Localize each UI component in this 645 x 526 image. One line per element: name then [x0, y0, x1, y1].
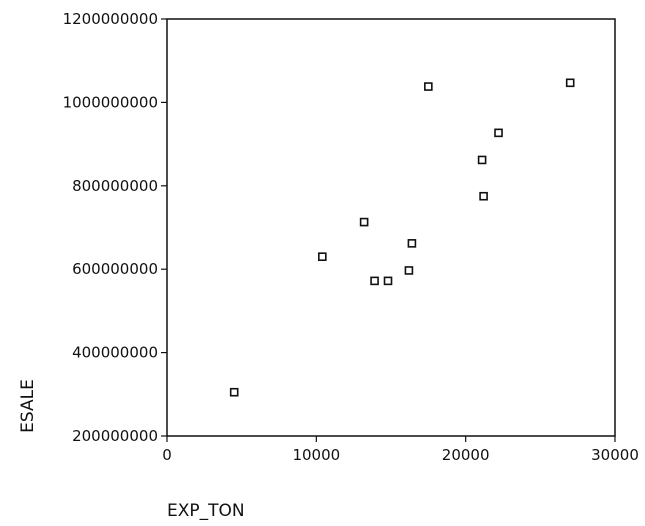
data-point	[407, 239, 417, 248]
y-tick-label: 1000000000	[63, 93, 158, 111]
data-point	[370, 276, 379, 286]
x-tick-label: 0	[162, 446, 172, 464]
data-point	[479, 191, 488, 201]
data-point	[477, 155, 487, 165]
y-tick-label: 600000000	[72, 260, 158, 278]
y-axis-title: ESALE	[18, 379, 38, 433]
x-axis: 0 10000 20000 30000	[162, 436, 639, 464]
x-axis-title: EXP_TON	[167, 501, 245, 521]
x-tick-label: 30000	[591, 446, 639, 464]
data-point	[424, 82, 433, 91]
data-point	[404, 266, 414, 275]
data-point	[318, 252, 327, 261]
plot-area	[166, 18, 616, 437]
data-point	[383, 276, 393, 286]
data-point	[229, 387, 239, 397]
y-tick-label: 400000000	[72, 344, 158, 362]
data-point	[494, 128, 503, 138]
y-tick-label: 1200000000	[63, 10, 158, 28]
y-tick-label: 200000000	[72, 427, 158, 445]
data-point	[359, 217, 369, 227]
data-points	[229, 78, 575, 397]
y-axis: 200000000 400000000 600000000 800000000 1000…	[63, 10, 167, 445]
data-point	[565, 78, 575, 88]
y-tick-label: 800000000	[72, 177, 158, 195]
x-tick-label: 10000	[292, 446, 340, 464]
x-tick-label: 20000	[442, 446, 490, 464]
